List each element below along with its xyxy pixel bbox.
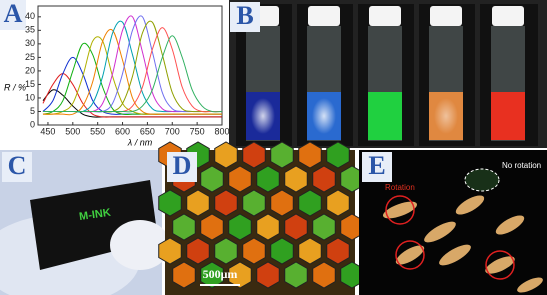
- panel-label: C: [8, 151, 27, 180]
- hexagon: [298, 141, 322, 169]
- x-tick-label: 500: [65, 126, 80, 136]
- x-tick-label: 800: [214, 126, 229, 136]
- panel-a: A R / % λ / nm 0 5 10 15 20 25 30 35 40 450 500 550…: [0, 0, 230, 147]
- spectrum-line: [42, 73, 223, 118]
- hexagon: [256, 261, 280, 289]
- rotation-label: Rotation: [385, 183, 415, 192]
- hexagon: [270, 237, 294, 265]
- label-box: [230, 2, 260, 32]
- hexagon: [172, 213, 196, 241]
- y-tick-label: 25: [25, 52, 35, 62]
- y-tick-label: 10: [25, 92, 35, 102]
- y-tick-label: 30: [25, 38, 35, 48]
- hexagon: [172, 261, 196, 289]
- hexagon: [200, 213, 224, 241]
- hexagon: [228, 165, 252, 193]
- hexagon: [256, 213, 280, 241]
- scale-bar: 500μm: [203, 267, 238, 281]
- hexagon: [242, 141, 266, 169]
- hexagon: [256, 165, 280, 193]
- hexagon: [312, 213, 336, 241]
- hexagon: [214, 141, 238, 169]
- hexagons: [158, 141, 364, 289]
- x-tick-label: 700: [165, 126, 180, 136]
- hexagon: [186, 189, 210, 217]
- spectrum-line: [42, 35, 223, 113]
- card-text: M-INK: [78, 207, 111, 223]
- hexagon: [270, 189, 294, 217]
- hexagon: [228, 261, 252, 289]
- vials: [236, 4, 538, 146]
- x-tick-label: 600: [115, 126, 130, 136]
- hexagon: [214, 189, 238, 217]
- x-tick-label: 650: [140, 126, 155, 136]
- hexagon: [326, 189, 350, 217]
- hexagon: [312, 165, 336, 193]
- x-tick-label: 550: [90, 126, 105, 136]
- panel-d: 500μm D: [158, 141, 364, 295]
- y-tick-label: 15: [25, 79, 35, 89]
- y-tick-label: 35: [25, 25, 35, 35]
- hexagon: [298, 237, 322, 265]
- hexagon: [326, 141, 350, 169]
- x-tick-label: 450: [40, 126, 55, 136]
- panel-c: M-INK C: [0, 150, 170, 295]
- spectrum-line: [42, 89, 223, 118]
- hexagon: [284, 261, 308, 289]
- panel-label: A: [4, 0, 23, 28]
- hexagon: [312, 261, 336, 289]
- y-axis-label: R / %: [4, 82, 26, 92]
- hexagon: [158, 237, 182, 265]
- hexagon: [242, 189, 266, 217]
- y-tick-label: 20: [25, 65, 35, 75]
- y-tick-label: 40: [25, 11, 35, 21]
- y-tick-label: 5: [30, 106, 35, 116]
- panel-label: B: [236, 1, 253, 30]
- hexagon: [326, 237, 350, 265]
- plot-frame: [37, 5, 223, 126]
- panel-label: E: [368, 151, 385, 180]
- hexagon: [200, 165, 224, 193]
- panel-b: B: [229, 0, 547, 148]
- hexagon: [270, 141, 294, 169]
- hexagon: [214, 237, 238, 265]
- hexagon: [228, 213, 252, 241]
- hexagon: [284, 213, 308, 241]
- panel-label: D: [173, 151, 192, 180]
- hexagon: [298, 189, 322, 217]
- no-rotation-label: No rotation: [502, 161, 541, 170]
- spectrum-line: [42, 28, 222, 116]
- hexagon: [200, 261, 224, 289]
- hexagon: [158, 189, 182, 217]
- y-tick-label: 0: [30, 119, 35, 129]
- hexagon: [242, 237, 266, 265]
- hexagon: [186, 237, 210, 265]
- x-axis-label: λ / nm: [127, 137, 153, 147]
- hexagon: [284, 165, 308, 193]
- x-tick-label: 750: [190, 126, 205, 136]
- panel-e: Rotation No rotation E: [359, 150, 547, 295]
